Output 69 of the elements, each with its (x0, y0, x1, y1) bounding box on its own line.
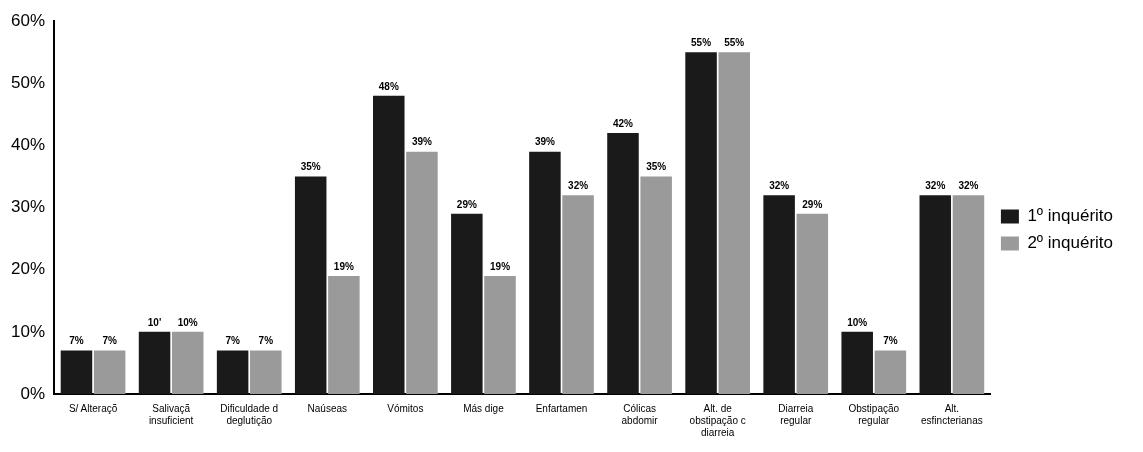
y-tick-label: 40% (10, 135, 46, 155)
x-tick-label: Alt. esfincterianas (921, 402, 983, 426)
bar (640, 176, 672, 394)
x-tick-label: Alt. de obstipação c diarreia (689, 402, 746, 438)
bar (718, 52, 750, 394)
data-label: 7% (883, 335, 898, 347)
x-tick-label: Naúseas (307, 402, 348, 414)
data-label: 35% (300, 161, 321, 173)
data-label: 32% (958, 179, 979, 191)
data-label: 10% (847, 316, 868, 328)
y-tick-label: 20% (10, 259, 46, 279)
data-label: 7% (102, 335, 117, 347)
bar (562, 195, 594, 394)
bar (451, 213, 483, 394)
data-label: 32% (769, 179, 790, 191)
bar (373, 95, 405, 394)
bar (328, 275, 360, 394)
bar (874, 350, 907, 394)
bar (216, 350, 249, 394)
x-tick-label: Vómitos (387, 402, 424, 414)
data-label: 10' (147, 316, 162, 328)
bar (685, 52, 717, 394)
y-tick-label: 50% (10, 73, 46, 93)
bar (841, 331, 873, 394)
data-label: 35% (646, 161, 667, 173)
bar (529, 151, 561, 394)
bar (796, 213, 829, 394)
y-tick-label: 0% (20, 383, 46, 403)
bar (93, 350, 126, 394)
legend-label: 1º inquérito (1027, 206, 1114, 226)
bar (607, 133, 639, 394)
data-label: 29% (802, 198, 823, 210)
bar (763, 195, 795, 394)
x-tick-label: Enfartamen (535, 402, 588, 414)
data-label: 29% (456, 198, 477, 210)
x-tick-label: Salivaçã insuficient (148, 402, 194, 426)
data-label: 55% (691, 37, 712, 49)
bar (250, 350, 282, 394)
data-label: 7% (225, 335, 240, 347)
bar (484, 275, 516, 394)
bar (60, 350, 93, 394)
y-tick-label: 30% (10, 197, 46, 217)
y-tick-label: 10% (10, 321, 46, 341)
data-label: 7% (69, 335, 84, 347)
data-label: 55% (724, 37, 745, 49)
bar (919, 195, 952, 394)
data-label: 32% (925, 179, 946, 191)
x-tick-label: Cólicas abdomir (621, 402, 659, 426)
bar (406, 151, 438, 394)
legend-label: 2º inquérito (1027, 233, 1114, 253)
y-tick-label: 60% (10, 10, 46, 30)
data-label: 7% (258, 335, 274, 347)
data-label: 48% (378, 80, 399, 92)
data-label: 32% (568, 179, 589, 191)
bar (138, 331, 171, 394)
x-tick-label: Obstipação regular (848, 402, 900, 426)
data-label: 19% (490, 260, 511, 272)
data-label: 10% (177, 316, 198, 328)
data-label: 39% (411, 136, 433, 148)
x-tick-label: Más dige (463, 402, 505, 414)
x-tick-label: Dificuldade d deglutição (220, 402, 279, 426)
x-tick-label: Diarreia regular (778, 402, 814, 426)
bar (294, 176, 327, 394)
bar (171, 331, 204, 394)
bar (952, 195, 985, 394)
data-label: 39% (534, 136, 556, 148)
x-tick-label: S/ Alteraçõ (68, 402, 118, 414)
data-label: 42% (612, 117, 634, 129)
data-label: 19% (333, 260, 354, 272)
